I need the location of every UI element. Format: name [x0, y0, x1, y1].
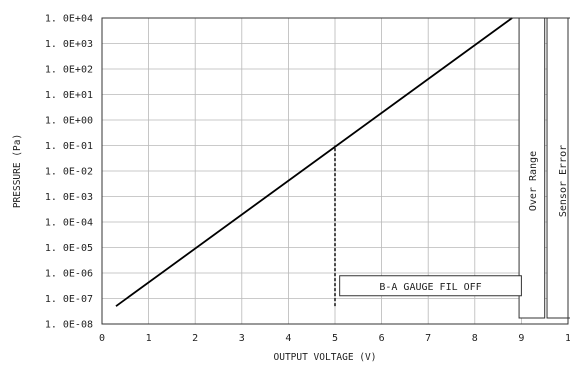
x-tick-label: 1 — [146, 333, 152, 344]
y-tick-label: 1. 0E+02 — [45, 65, 93, 76]
y-tick-label: 1. 0E+00 — [45, 116, 93, 127]
series — [115, 17, 513, 307]
y-tick-label: 1. 0E+03 — [45, 39, 93, 50]
x-tick-labels: 0 1 2 3 4 5 6 7 8 9 1 — [99, 333, 570, 344]
y-tick-label: 1. 0E+04 — [45, 14, 93, 25]
status-bands: Over Range Sensor Error — [518, 17, 570, 319]
y-tick-label: 1. 0E+01 — [45, 90, 93, 101]
y-tick-label: 1. 0E-07 — [45, 294, 93, 305]
x-tick-label: 3 — [239, 333, 245, 344]
series-line — [115, 17, 513, 307]
y-tick-label: 1. 0E-01 — [45, 141, 93, 152]
x-axis-label: OUTPUT VOLTAGE (V) — [274, 352, 377, 363]
y-tick-label: 1. 0E-05 — [45, 243, 93, 254]
y-tick-label: 1. 0E-02 — [45, 167, 93, 178]
status-band-label: Sensor Error — [558, 145, 569, 217]
x-tick-label: 7 — [425, 333, 431, 344]
x-tick-label: 9 — [518, 333, 524, 344]
annotation-label: B-A GAUGE FIL OFF — [379, 282, 481, 293]
x-tick-label: 4 — [285, 333, 291, 344]
x-tick-label: 6 — [379, 333, 385, 344]
annotation-box — [339, 275, 522, 297]
x-tick-label: 1 — [565, 333, 570, 344]
y-tick-label: 1. 0E-08 — [45, 320, 93, 331]
x-tick-label: 8 — [472, 333, 478, 344]
y-tick-labels: 1. 0E-08 1. 0E-07 1. 0E-06 1. 0E-05 1. 0E-04… — [45, 14, 93, 331]
x-tick-label: 2 — [192, 333, 198, 344]
y-tick-label: 1. 0E-06 — [45, 269, 93, 280]
status-band-label: Over Range — [528, 151, 539, 211]
grid — [102, 18, 568, 324]
x-tick-label: 5 — [332, 333, 338, 344]
annotations: B-A GAUGE FIL OFF — [339, 275, 522, 297]
status-band-box — [518, 17, 546, 319]
y-axis-label: PRESSURE (Pa) — [12, 134, 23, 208]
y-tick-label: 1. 0E-03 — [45, 192, 93, 203]
x-tick-label: 0 — [99, 333, 105, 344]
plot-frame — [101, 17, 569, 325]
y-tick-label: 1. 0E-04 — [45, 218, 93, 229]
